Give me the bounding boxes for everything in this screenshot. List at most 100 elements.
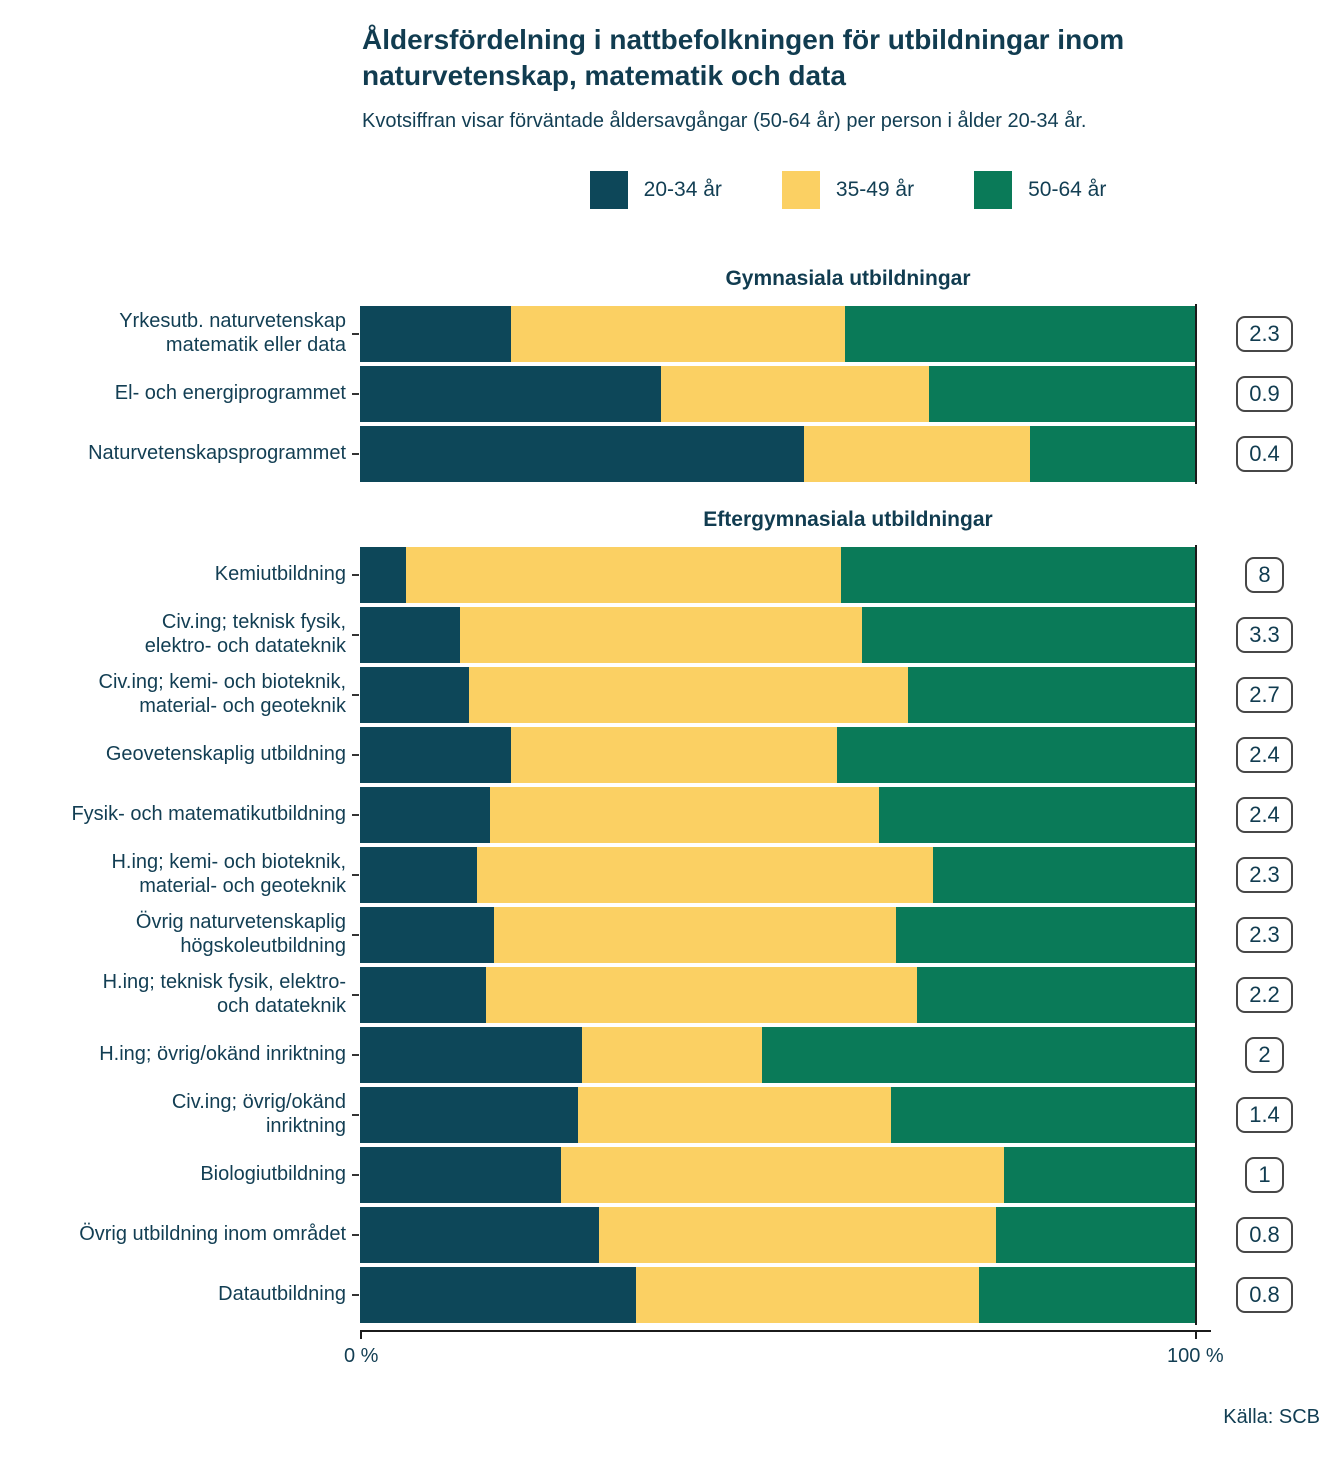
bar-segment-35-49 <box>803 425 1030 482</box>
ratio-column: 0.8 <box>1197 1205 1344 1265</box>
bar-segment-20-34 <box>360 606 461 663</box>
chart-row: Naturvetenskapsprogrammet 0.4 <box>0 424 1344 484</box>
row-label: Yrkesutb. naturvetenskap matematik eller … <box>0 304 360 364</box>
ratio-column: 2.4 <box>1197 725 1344 785</box>
chart-header: Åldersfördelning i nattbefolkningen för … <box>362 22 1232 133</box>
bar-segment-35-49 <box>598 1206 997 1263</box>
bar-segment-50-64 <box>916 966 1197 1023</box>
bar <box>360 845 1197 905</box>
row-label: Kemiutbildning <box>0 545 360 605</box>
bar-segment-50-64 <box>979 1266 1197 1323</box>
bar-segment-35-49 <box>477 846 934 903</box>
bar-segments <box>360 1146 1197 1203</box>
chart-row: Civ.ing; kemi- och bioteknik, material- o… <box>0 665 1344 725</box>
ratio-badge: 2.3 <box>1236 856 1293 893</box>
source-caption: Källa: SCB <box>1223 1405 1320 1428</box>
row-label-text: Naturvetenskapsprogrammet <box>88 441 346 464</box>
chart-row: Övrig utbildning inom området 0.8 <box>0 1205 1344 1265</box>
ratio-badge: 0.9 <box>1236 375 1293 412</box>
bar-segments <box>360 1266 1197 1323</box>
ratio-badge: 2.3 <box>1236 315 1293 352</box>
ratio-badge: 2.2 <box>1236 976 1293 1013</box>
ratio-column: 0.9 <box>1197 364 1344 424</box>
bar <box>360 545 1197 605</box>
bar-segments <box>360 726 1197 783</box>
chart-row: H.ing; övrig/okänd inriktning 2 <box>0 1025 1344 1085</box>
ratio-badge: 0.4 <box>1236 435 1293 472</box>
bar-segment-20-34 <box>360 1146 561 1203</box>
chart-row: Civ.ing; teknisk fysik, elektro- och data… <box>0 605 1344 665</box>
bar-segment-20-34 <box>360 1206 599 1263</box>
bar-segment-20-34 <box>360 846 478 903</box>
row-label-text: Biologiutbildning <box>200 1162 346 1185</box>
legend-label-35-49: 35-49 år <box>835 177 915 201</box>
ratio-badge: 1 <box>1245 1156 1284 1193</box>
chart-row: Övrig naturvetenskaplig högskoleutbildnin… <box>0 905 1344 965</box>
bar-segment-35-49 <box>489 786 879 843</box>
row-label-text: Övrig naturvetenskaplig högskoleutbildnin… <box>135 911 346 957</box>
bar-segment-35-49 <box>485 966 917 1023</box>
bar-segment-50-64 <box>837 726 1197 783</box>
legend-swatch-20-34 <box>589 170 628 209</box>
bar-segment-20-34 <box>360 546 407 603</box>
legend-item-35-49: 35-49 år <box>781 170 915 209</box>
ratio-badge: 8 <box>1245 556 1284 593</box>
bar <box>360 905 1197 965</box>
ratio-column: 2.3 <box>1197 304 1344 364</box>
chart-row: H.ing; kemi- och bioteknik, material- och… <box>0 845 1344 905</box>
bar <box>360 965 1197 1025</box>
row-label-text: Yrkesutb. naturvetenskap matematik eller … <box>119 310 346 356</box>
ratio-badge: 2.3 <box>1236 916 1293 953</box>
row-label: H.ing; kemi- och bioteknik, material- och… <box>0 845 360 905</box>
bar <box>360 424 1197 484</box>
row-label-text: H.ing; övrig/okänd inriktning <box>99 1042 346 1065</box>
bar-segments <box>360 906 1197 963</box>
chart-row: Geovetenskaplig utbildning 2.4 <box>0 725 1344 785</box>
bar-segment-50-64 <box>1004 1146 1197 1203</box>
row-label: Övrig naturvetenskaplig högskoleutbildnin… <box>0 905 360 965</box>
row-label-text: Geovetenskaplig utbildning <box>105 742 346 765</box>
ratio-badge: 2.7 <box>1236 676 1293 713</box>
ratio-column: 2.2 <box>1197 965 1344 1025</box>
row-label-text: Civ.ing; övrig/okänd inriktning <box>171 1091 346 1137</box>
bar-segment-35-49 <box>468 666 909 723</box>
row-label: Civ.ing; teknisk fysik, elektro- och data… <box>0 605 360 665</box>
x-axis-tick-0 <box>360 1331 362 1339</box>
row-label-text: Övrig utbildning inom området <box>79 1222 346 1245</box>
bar <box>360 725 1197 785</box>
bar-segment-50-64 <box>841 546 1197 603</box>
row-label: Fysik- och matematikutbildning <box>0 785 360 845</box>
chart-row: Fysik- och matematikutbildning 2.4 <box>0 785 1344 845</box>
stacked-bar-chart: Gymnasiala utbildningar Yrkesutb. naturve… <box>0 243 1344 1325</box>
bar-segment-35-49 <box>460 606 863 663</box>
bar-segment-20-34 <box>360 786 490 843</box>
bar-segment-20-34 <box>360 1026 582 1083</box>
row-label: Biologiutbildning <box>0 1145 360 1205</box>
row-label: Civ.ing; kemi- och bioteknik, material- o… <box>0 665 360 725</box>
bar-segment-35-49 <box>493 906 896 963</box>
legend-item-50-64: 50-64 år <box>974 170 1106 209</box>
bar-segment-35-49 <box>661 365 930 422</box>
bar <box>360 605 1197 665</box>
row-label: Civ.ing; övrig/okänd inriktning <box>0 1085 360 1145</box>
bar-segment-50-64 <box>929 365 1197 422</box>
ratio-column: 2.4 <box>1197 785 1344 845</box>
chart-section: Eftergymnasiala utbildningar Kemiutbildni… <box>0 484 1344 1325</box>
ratio-column: 0.4 <box>1197 424 1344 484</box>
bar-segments <box>360 1206 1197 1263</box>
row-label: Övrig utbildning inom området <box>0 1205 360 1265</box>
bar <box>360 1025 1197 1085</box>
bar-segments <box>360 666 1197 723</box>
bar-segments <box>360 966 1197 1023</box>
bar-segment-50-64 <box>891 1086 1197 1143</box>
bar <box>360 665 1197 725</box>
bar-segment-50-64 <box>761 1026 1197 1083</box>
chart-row: Yrkesutb. naturvetenskap matematik eller … <box>0 304 1344 364</box>
page-title-line-1: Åldersfördelning i nattbefolkningen för … <box>362 24 1125 55</box>
gridline-100-percent <box>1195 544 1197 1325</box>
legend-swatch-35-49 <box>781 170 820 209</box>
bar-segment-20-34 <box>360 425 804 482</box>
ratio-column: 1.4 <box>1197 1085 1344 1145</box>
bar-segment-20-34 <box>360 906 494 963</box>
legend-item-20-34: 20-34 år <box>589 170 722 209</box>
